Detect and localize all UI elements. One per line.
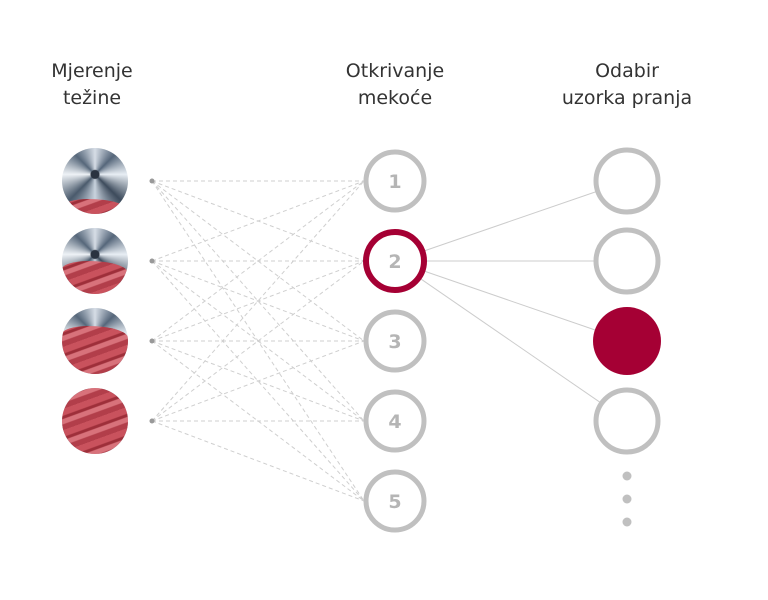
softness-level-number: 1: [388, 171, 401, 193]
dashed-connector: [151, 180, 365, 342]
weight-level-image: [62, 228, 128, 294]
weight-level-image: [62, 388, 128, 454]
softness-level-circle: [363, 389, 427, 453]
dashed-connector: [151, 260, 365, 502]
dashed-connector: [151, 260, 365, 422]
pattern-option: [593, 147, 661, 215]
dashed-connector: [151, 180, 365, 262]
connector-dot: [149, 178, 155, 184]
solid-connector: [424, 190, 598, 252]
title-line: Odabir: [595, 60, 659, 82]
laundry-fill: [62, 261, 128, 294]
ellipsis-dot-icon: [622, 494, 632, 504]
dashed-connector: [151, 180, 365, 422]
laundry-fill: [62, 326, 128, 374]
solid-connector: [420, 278, 602, 404]
softness-level-circle: [363, 149, 427, 213]
solid-connector: [424, 270, 598, 332]
laundry-fill: [62, 388, 128, 454]
title-line: Otkrivanje: [345, 60, 445, 82]
pattern-option: [593, 227, 661, 295]
title-line: težine: [62, 87, 122, 109]
connector-dot: [149, 418, 155, 424]
dashed-connector: [151, 180, 365, 422]
softness-level-number: 2: [388, 251, 401, 273]
title-pattern: Odabir uzorka pranja: [527, 58, 727, 112]
dashed-connector: [151, 260, 365, 422]
dashed-connector: [151, 260, 365, 342]
softness-level-circle: [363, 469, 427, 533]
softness-level-number: 5: [388, 491, 401, 513]
connector-dot: [149, 338, 155, 344]
weight-level-image: [62, 148, 128, 214]
softness-level-circle: [363, 229, 427, 293]
softness-level-number: 4: [388, 411, 401, 433]
dashed-connector: [151, 180, 365, 342]
ellipsis-dot-icon: [622, 471, 632, 481]
dashed-connector: [151, 340, 365, 422]
dashed-connector: [151, 340, 365, 502]
title-softness: Otkrivanje mekoće: [295, 58, 495, 112]
ellipsis-dot-icon: [622, 517, 632, 527]
connector-dot: [149, 258, 155, 264]
softness-level-circle: [363, 309, 427, 373]
pattern-option-selected: [593, 307, 661, 375]
pattern-option: [593, 387, 661, 455]
title-line: Mjerenje: [51, 60, 133, 82]
title-line: mekoće: [357, 87, 433, 109]
weight-level-image: [62, 308, 128, 374]
laundry-fill: [62, 199, 128, 214]
title-weight: Mjerenje težine: [0, 58, 192, 112]
title-line: uzorka pranja: [561, 87, 693, 109]
dashed-connector: [151, 420, 365, 502]
softness-level-number: 3: [388, 331, 401, 353]
